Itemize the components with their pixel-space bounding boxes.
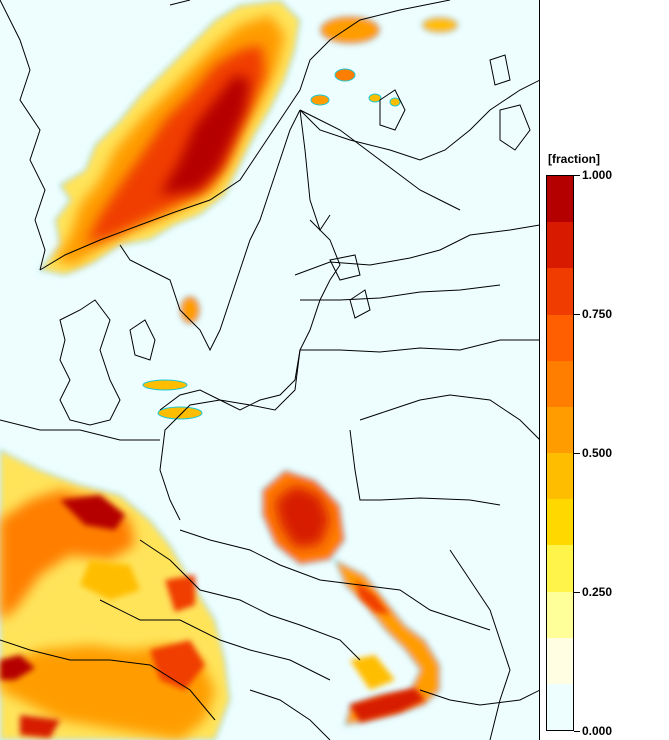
legend-tick-label: 0.750 bbox=[582, 307, 613, 321]
tatras-field bbox=[261, 469, 346, 566]
legend-tick-label: 0.500 bbox=[582, 446, 613, 460]
legend-color-segment bbox=[547, 360, 573, 407]
lapland-patches bbox=[310, 15, 459, 107]
legend-title: [fraction] bbox=[548, 152, 600, 166]
legend-tick-mark bbox=[574, 314, 580, 315]
legend-tick-mark bbox=[574, 592, 580, 593]
coastlines bbox=[0, 0, 531, 426]
legend-color-segment bbox=[547, 683, 573, 731]
legend-tick-mark bbox=[574, 453, 580, 454]
legend-color-segment bbox=[547, 268, 573, 315]
legend-color-segment bbox=[547, 637, 573, 684]
legend-color-bar bbox=[546, 175, 574, 731]
legend-color-segment bbox=[547, 453, 573, 500]
legend-tick-label: 0.000 bbox=[582, 724, 613, 738]
legend-color-segment bbox=[547, 545, 573, 592]
legend-color-segment bbox=[547, 314, 573, 361]
scandinavia-field bbox=[38, 0, 301, 276]
legend-tick-label: 1.000 bbox=[582, 168, 613, 182]
legend-tick-label: 0.250 bbox=[582, 585, 613, 599]
legend-color-segment bbox=[547, 176, 573, 223]
legend-tick-mark bbox=[574, 175, 580, 176]
alps-field bbox=[0, 449, 231, 740]
map-svg bbox=[0, 0, 539, 740]
legend-color-segment bbox=[547, 591, 573, 638]
country-borders bbox=[0, 0, 539, 740]
legend-color-segment bbox=[547, 406, 573, 454]
south-scandinavia-patches bbox=[142, 295, 203, 420]
carpathians-field bbox=[333, 558, 441, 726]
legend-tick-mark bbox=[574, 731, 580, 732]
legend-color-segment bbox=[547, 499, 573, 546]
color-legend: [fraction] 1.000 0.750 0.500 0.250 0.000 bbox=[540, 0, 669, 740]
legend-color-segment bbox=[547, 222, 573, 269]
map-canvas bbox=[0, 0, 540, 740]
